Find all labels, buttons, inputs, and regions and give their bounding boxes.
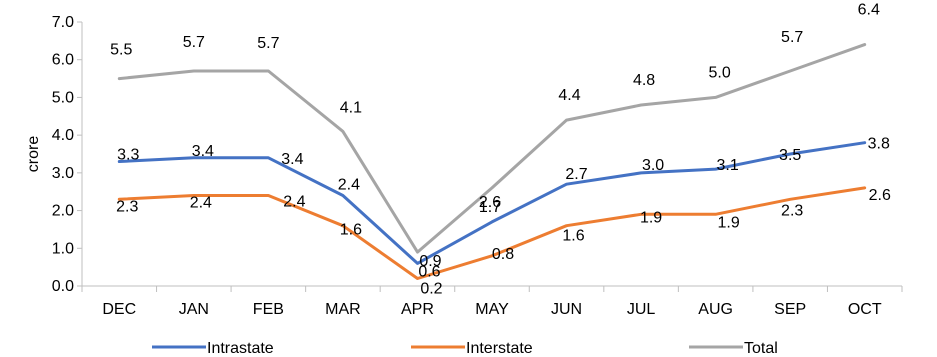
data-label-interstate: 2.6 [869, 187, 891, 204]
x-tick-label: MAR [325, 301, 361, 318]
data-label-total: 0.9 [419, 253, 441, 270]
series-line-intrastate [117, 141, 867, 265]
x-tick-label: JAN [179, 301, 209, 318]
data-label-interstate: 2.4 [283, 193, 305, 210]
data-label-total: 5.0 [709, 64, 731, 81]
y-tick-label: 5.0 [52, 89, 74, 106]
data-label-interstate: 0.8 [492, 246, 514, 263]
y-tick-label: 4.0 [52, 127, 74, 144]
data-label-intrastate: 2.4 [338, 176, 360, 193]
data-label-total: 4.1 [340, 99, 362, 116]
x-tick-label: SEP [774, 301, 806, 318]
data-label-intrastate: 3.8 [868, 136, 890, 153]
data-label-interstate: 2.4 [190, 194, 212, 211]
x-tick-label: MAY [475, 301, 509, 318]
y-tick-label: 7.0 [52, 14, 74, 31]
data-label-interstate: 0.2 [420, 280, 442, 297]
data-label-interstate: 2.3 [116, 198, 138, 215]
data-label-interstate: 1.6 [340, 222, 362, 239]
axes: 0.0 1.0 2.0 3.0 4.0 5.0 6.0 7.0 DEC JAN FEB MAR APR M… [25, 14, 903, 318]
y-axis-title: crore [25, 136, 42, 173]
data-label-intrastate: 3.4 [192, 143, 214, 160]
data-label-total: 5.7 [257, 35, 279, 52]
y-tick-label: 2.0 [52, 203, 74, 220]
legend-label-total: Total [744, 340, 778, 357]
data-label-total: 6.4 [858, 2, 880, 19]
series-lines [117, 43, 867, 280]
series-line-interstate [117, 186, 867, 280]
data-label-total: 5.7 [183, 34, 205, 51]
x-tick-label: FEB [253, 301, 284, 318]
legend: Intrastate Interstate Total [152, 340, 778, 357]
data-label-intrastate: 3.5 [779, 147, 801, 164]
data-label-intrastate: 3.0 [642, 157, 664, 174]
y-tick-label: 0.0 [52, 278, 74, 295]
data-label-intrastate: 2.7 [565, 166, 587, 183]
data-label-total: 4.8 [633, 72, 655, 89]
series-line-total [117, 43, 867, 254]
legend-label-interstate: Interstate [466, 340, 533, 357]
data-label-intrastate: 1.7 [479, 199, 501, 216]
data-label-interstate: 2.3 [781, 202, 803, 219]
data-label-interstate: 1.9 [718, 214, 740, 231]
y-tick-label: 3.0 [52, 165, 74, 182]
data-label-intrastate: 3.4 [281, 151, 303, 168]
data-label-interstate: 1.6 [562, 228, 584, 245]
data-label-total: 5.5 [110, 42, 132, 59]
data-label-intrastate: 3.1 [717, 157, 739, 174]
x-tick-label: JUL [627, 301, 656, 318]
x-tick-label: APR [401, 301, 434, 318]
data-label-intrastate: 0.6 [418, 263, 440, 280]
x-tick-label: JUN [551, 301, 582, 318]
x-tick-label: DEC [102, 301, 136, 318]
legend-label-intrastate: Intrastate [207, 340, 274, 357]
data-labels: 3.3 3.4 3.4 2.4 0.6 1.7 2.7 3.0 3.1 3.5 3.8 2.3 2.4 2… [110, 2, 891, 298]
x-tick-label: AUG [698, 301, 733, 318]
data-label-total: 2.6 [479, 194, 501, 211]
data-label-total: 4.4 [558, 87, 580, 104]
data-label-interstate: 1.9 [640, 209, 662, 226]
x-tick-label: OCT [848, 301, 882, 318]
y-tick-label: 6.0 [52, 52, 74, 69]
y-tick-label: 1.0 [52, 240, 74, 257]
data-label-total: 5.7 [781, 29, 803, 46]
data-label-intrastate: 3.3 [117, 147, 139, 164]
